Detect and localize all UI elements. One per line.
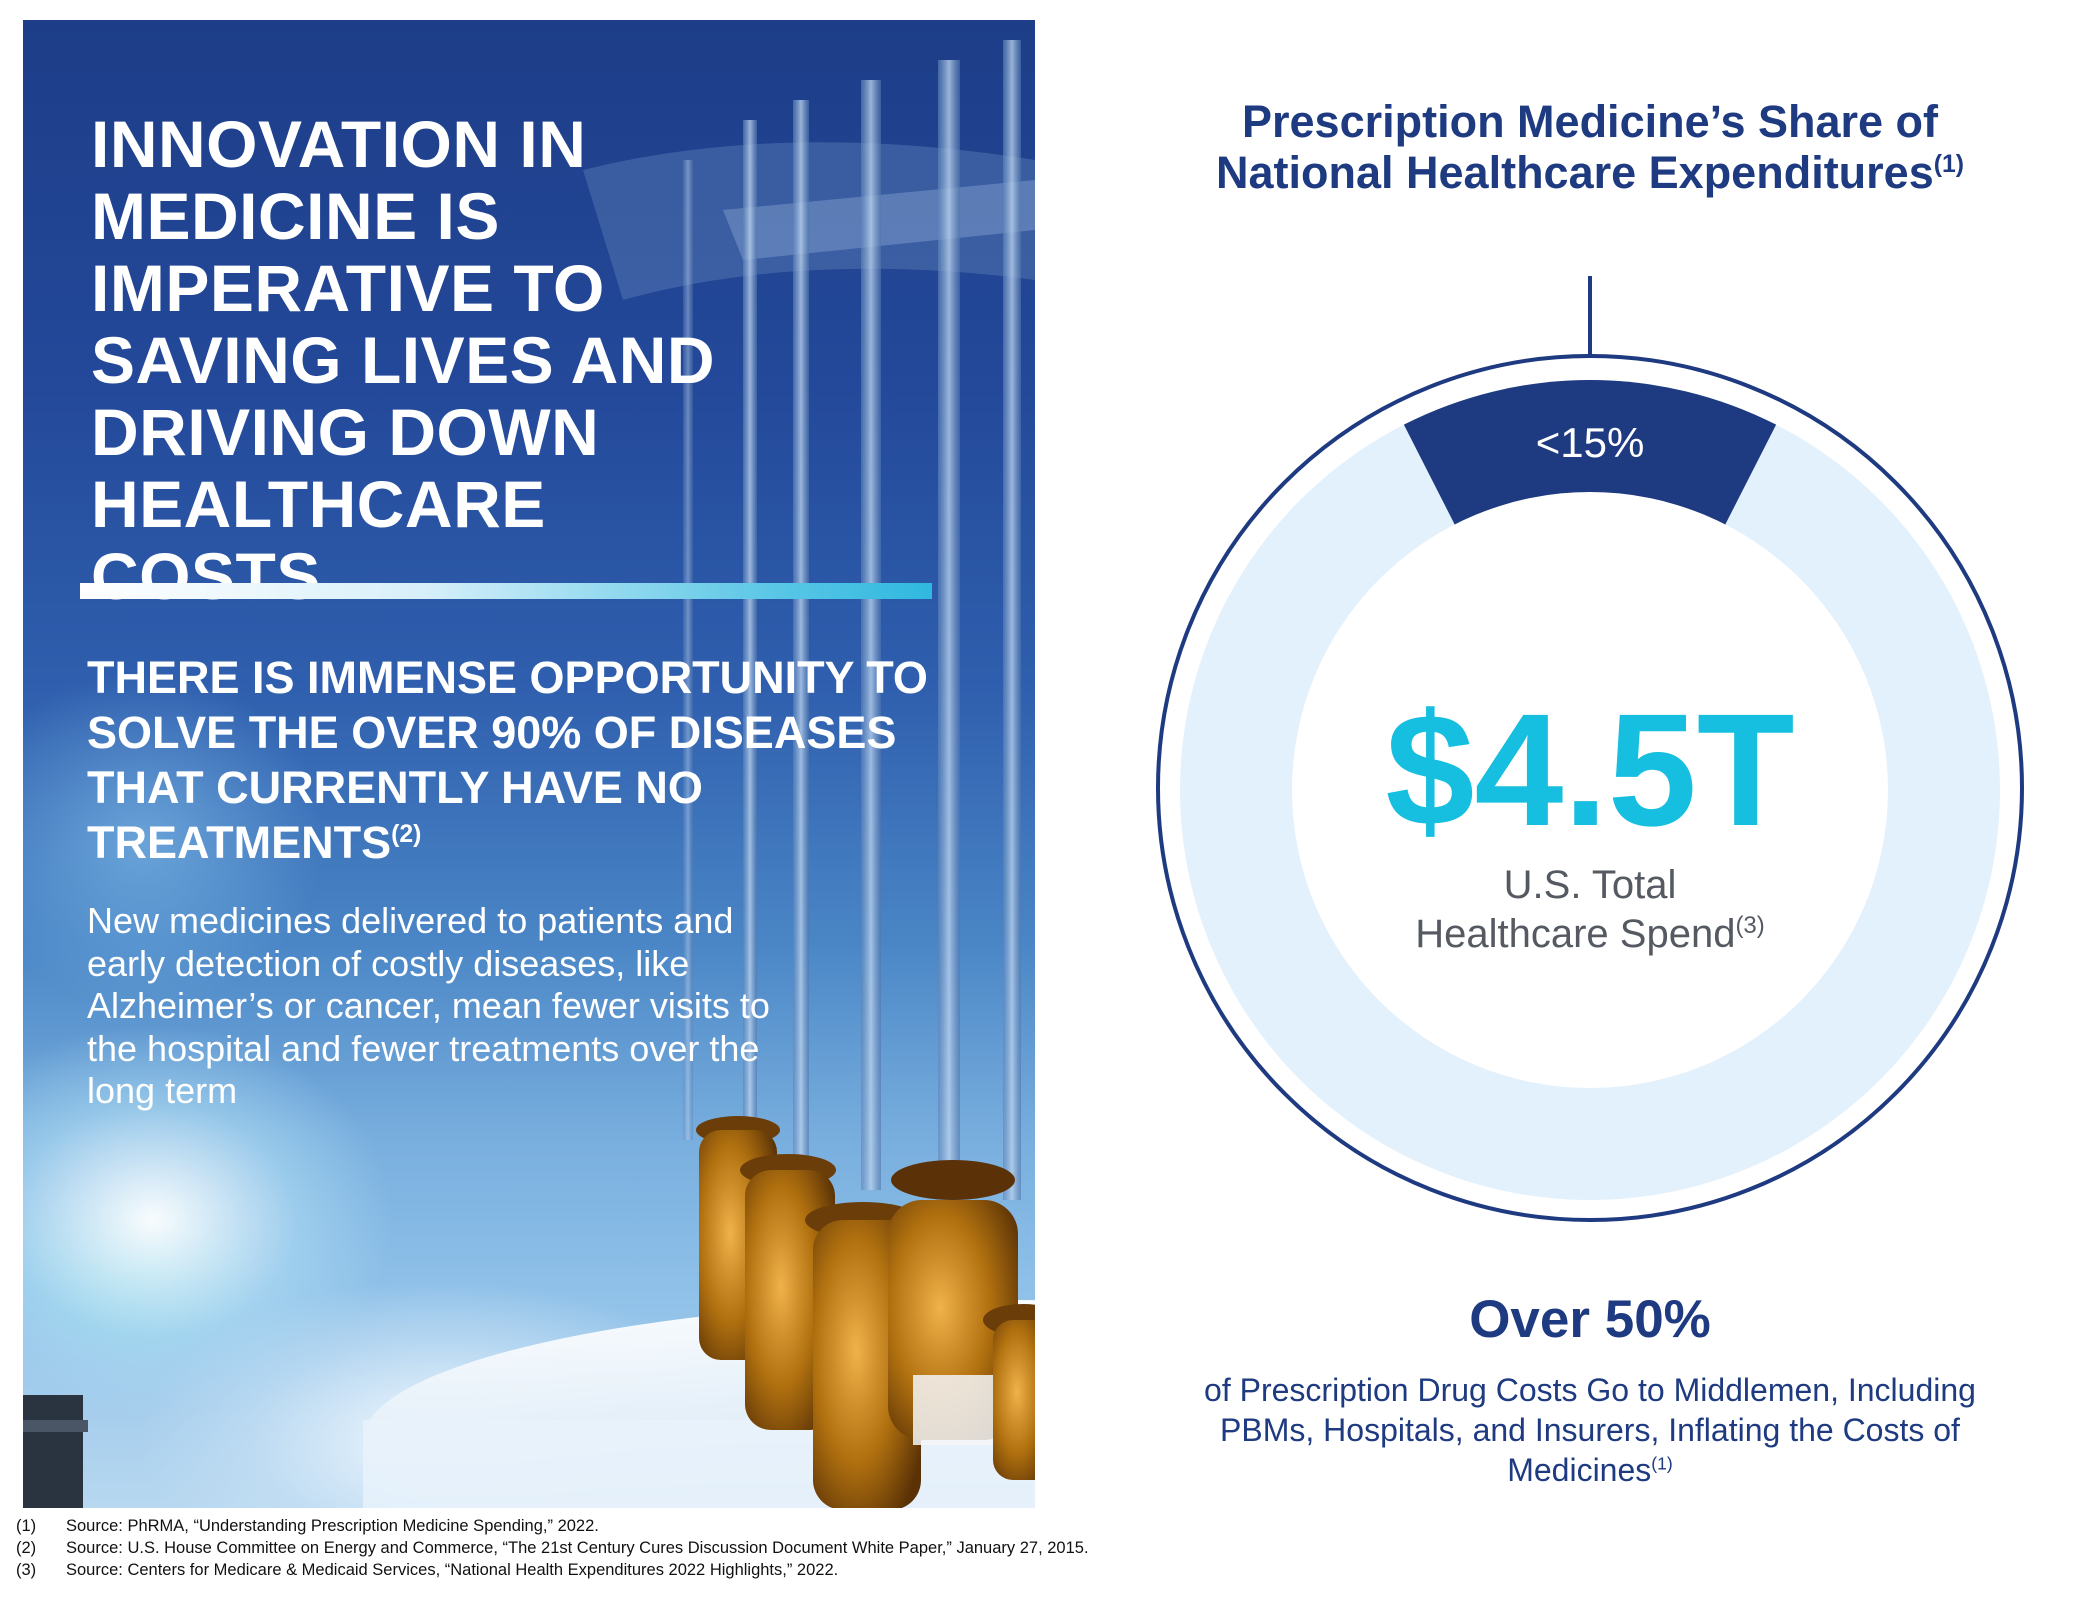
footnotes: (1) Source: PhRMA, “Understanding Prescri… [16,1515,1516,1581]
subhead-footnote-ref: (2) [391,821,422,848]
total-spend-value: $4.5T [1385,680,1794,859]
center-label-line1: U.S. Total [1504,863,1677,907]
footnote-1: (1) Source: PhRMA, “Understanding Prescri… [16,1517,599,1535]
prescription-share-segment [1403,379,1777,525]
middlemen-footnote-ref: (1) [1651,1453,1673,1474]
amber-vials [696,1116,1035,1508]
hero-photo-panel: INNOVATION IN MEDICINE IS IMPERATIVE TO … [23,20,1035,1508]
footnote-3: (3) Source: Centers for Medicare & Medica… [16,1561,839,1579]
center-label-footnote-ref: (3) [1735,912,1764,939]
subhead: THERE IS IMMENSE OPPORTUNITY TO SOLVE TH… [87,652,928,868]
segment-label: <15% [1536,419,1645,466]
outer-circle-outline [1156,354,2024,1222]
vial-production-line-image [23,40,1035,1508]
middlemen-stat-title: Over 50% [1469,1290,1711,1349]
middlemen-stat-text: of Prescription Drug Costs Go to Middlem… [1204,1372,1976,1488]
center-label-line2: Healthcare Spend(3) [1415,912,1765,956]
gradient-divider [80,583,932,599]
chart-title-footnote-ref: (1) [1933,151,1964,178]
body-text: New medicines delivered to patients and … [87,900,770,1111]
chart-title: Prescription Medicine’s Share of Nationa… [1216,96,1964,198]
donut-hole [1292,492,1888,1088]
donut-ring [1180,380,2000,1200]
footnote-2: (2) Source: U.S. House Committee on Energ… [16,1539,1089,1557]
headline: INNOVATION IN MEDICINE IS IMPERATIVE TO … [91,107,716,613]
